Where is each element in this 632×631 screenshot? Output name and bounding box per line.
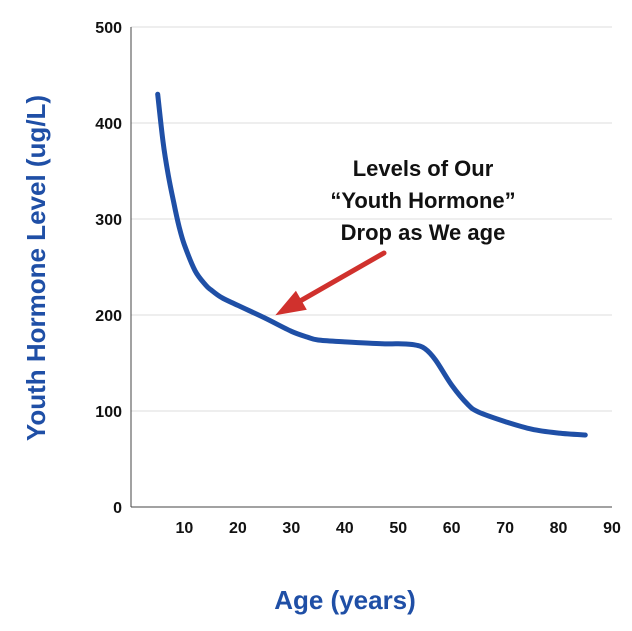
x-tick-label: 40 (336, 520, 354, 537)
axes (130, 27, 612, 508)
x-tick-label: 50 (389, 520, 407, 537)
y-tick-label: 500 (95, 20, 122, 37)
y-tick-label: 400 (95, 116, 122, 133)
annotation-line-3: Drop as We age (341, 220, 506, 245)
x-tick-label: 80 (550, 520, 568, 537)
x-axis-title: Age (years) (274, 585, 416, 615)
x-tick-label: 20 (229, 520, 247, 537)
x-tick-labels: 10 20 30 40 50 60 70 80 90 (176, 520, 621, 537)
y-tick-labels: 0 100 200 300 400 500 (95, 20, 122, 517)
annotation: Levels of Our “Youth Hormone” Drop as We… (275, 156, 516, 316)
x-tick-label: 30 (282, 520, 300, 537)
y-tick-label: 100 (95, 404, 122, 421)
y-axis-title: Youth Hormone Level (ug/L) (21, 95, 51, 441)
annotation-line-2: “Youth Hormone” (330, 188, 515, 213)
annotation-arrow (275, 250, 387, 316)
series-line (155, 91, 588, 438)
annotation-line-1: Levels of Our (353, 156, 494, 181)
series-layer (155, 91, 588, 438)
x-tick-label: 10 (176, 520, 194, 537)
y-tick-label: 300 (95, 212, 122, 229)
y-tick-label: 0 (113, 500, 122, 517)
arrow-head (275, 290, 307, 316)
arrow-shaft (298, 250, 387, 303)
x-tick-label: 90 (603, 520, 621, 537)
y-tick-label: 200 (95, 308, 122, 325)
gridlines (131, 26, 612, 412)
x-tick-label: 60 (443, 520, 461, 537)
x-tick-label: 70 (496, 520, 514, 537)
